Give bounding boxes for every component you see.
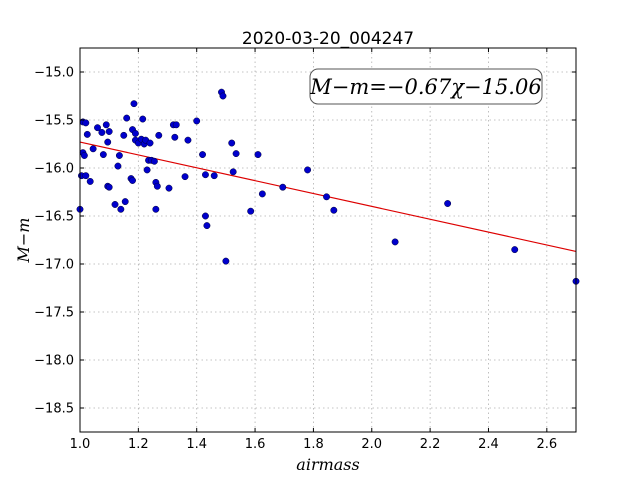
data-point (184, 136, 192, 144)
x-tick-label: 2.2 (420, 437, 441, 452)
data-point (202, 212, 209, 220)
data-point (114, 162, 122, 170)
chart-title: 2020-03-20_004247 (242, 29, 414, 49)
y-tick-label: −18.0 (34, 354, 74, 369)
data-point (165, 184, 173, 192)
x-tick-label: 2.0 (361, 437, 382, 452)
data-point (120, 131, 128, 139)
data-point (83, 130, 91, 138)
data-point (121, 198, 129, 206)
annotation-box (309, 68, 543, 105)
fit-annotation: M−m=−0.67χ−15.06 (309, 68, 543, 105)
data-point (98, 129, 106, 136)
annotation-text: M−m=−0.67χ−15.06 (309, 75, 541, 99)
data-point (511, 246, 519, 254)
data-point (150, 157, 158, 165)
data-point (228, 139, 236, 147)
data-point (279, 183, 287, 191)
data-point (123, 114, 131, 122)
x-tick-label: 1.6 (245, 437, 266, 452)
data-point (111, 201, 119, 208)
data-point (444, 200, 452, 207)
y-tick-label: −15.0 (34, 66, 74, 81)
data-point (181, 173, 189, 181)
x-tick-label: 1.0 (70, 437, 91, 452)
data-point (203, 222, 211, 230)
data-point (202, 171, 209, 179)
data-point (143, 166, 151, 174)
data-point (171, 133, 179, 141)
data-point (219, 92, 227, 100)
data-point (258, 190, 266, 198)
y-tick-label: −17.5 (34, 306, 74, 321)
data-point (129, 177, 136, 184)
data-point (222, 257, 230, 265)
data-point (130, 100, 138, 108)
data-point (115, 152, 123, 159)
data-point (155, 131, 163, 139)
x-tick-label: 2.6 (536, 437, 557, 452)
data-point (131, 129, 139, 137)
y-tick-label: −18.5 (34, 402, 74, 417)
data-point (104, 138, 112, 146)
x-tick-label: 1.2 (128, 437, 149, 452)
data-point (117, 205, 125, 213)
y-axis-ticks: −15.0 −15.5 −16.0 −16.5 −17.0 −17.5 −18.0 −18.5 (34, 66, 576, 417)
data-point (210, 172, 218, 180)
data-point (82, 172, 90, 180)
data-point (247, 207, 255, 215)
data-point (89, 145, 97, 153)
data-point (153, 182, 161, 190)
data-point (102, 121, 110, 129)
data-point (304, 166, 312, 174)
data-point (254, 151, 262, 159)
data-point (139, 115, 147, 123)
data-point (86, 177, 94, 185)
data-point (172, 121, 180, 129)
data-point (152, 205, 160, 213)
x-tick-label: 1.8 (303, 437, 324, 452)
data-point (80, 152, 88, 159)
y-tick-label: −17.0 (34, 258, 74, 273)
data-point (146, 139, 154, 147)
data-point (94, 124, 101, 132)
y-tick-label: −16.5 (34, 210, 74, 225)
data-point (232, 150, 240, 158)
data-point (82, 119, 90, 127)
x-tick-label: 1.4 (186, 437, 207, 452)
y-axis-label: M−m (14, 218, 33, 264)
x-tick-label: 2.4 (478, 437, 499, 452)
data-point (323, 193, 330, 201)
plot-frame (79, 47, 577, 433)
x-axis-label: airmass (296, 455, 359, 474)
data-point (105, 128, 113, 135)
data-point (99, 151, 107, 159)
data-point (193, 117, 201, 125)
data-point (199, 151, 206, 159)
data-point (330, 206, 338, 214)
x-axis-ticks: 1.0 1.2 1.4 1.6 1.8 2.0 2.2 2.4 2.6 (70, 48, 557, 452)
y-tick-label: −16.0 (34, 162, 74, 177)
data-point (391, 238, 399, 246)
data-point (105, 183, 113, 191)
data-point (229, 168, 237, 176)
y-tick-label: −15.5 (34, 114, 74, 129)
